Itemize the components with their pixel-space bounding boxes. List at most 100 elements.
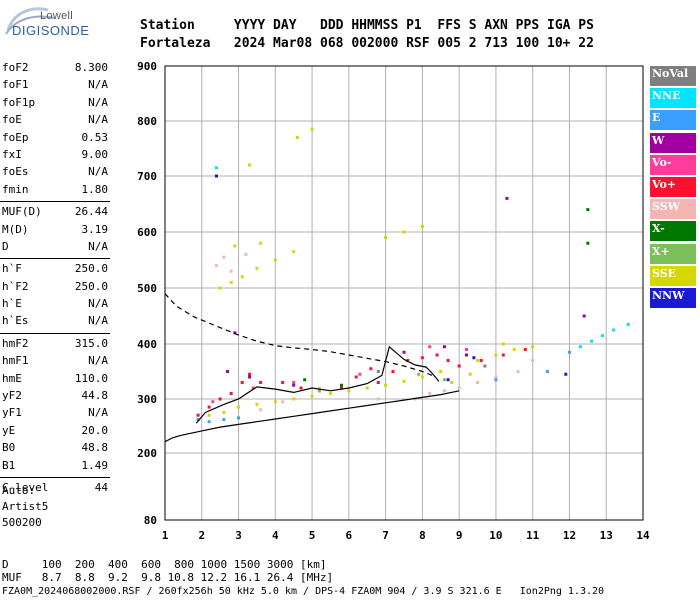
x-tick-label: 6 — [346, 529, 353, 542]
data-point — [516, 370, 520, 373]
param-row: foF1 N/A — [0, 77, 112, 94]
param-label: foF2 — [2, 61, 29, 74]
footer-distance-row: D 100 200 400 600 800 1000 1500 3000 [km… — [2, 558, 327, 571]
param-value: 9.00 — [81, 147, 109, 161]
x-tick-label: 1 — [162, 529, 169, 542]
data-point — [476, 381, 480, 384]
x-tick-label: 9 — [456, 529, 463, 542]
param-label: foE — [2, 113, 22, 127]
data-point — [465, 353, 469, 357]
x-tick-label: 4 — [272, 529, 279, 542]
x-tick-label: 14 — [636, 529, 650, 542]
data-point — [214, 174, 218, 178]
x-tick-label: 10 — [489, 529, 502, 542]
data-point — [442, 378, 446, 382]
legend-item: SSE — [650, 265, 696, 286]
legend-item: X- — [650, 221, 696, 242]
legend-item: SSW — [650, 199, 696, 220]
data-point — [586, 241, 590, 245]
footer-file-info: FZA0M_2024068002000.RSF / 260fx256h 50 k… — [2, 586, 605, 597]
param-row: hmF2 315.0 — [0, 336, 112, 353]
legend-item: NoVal — [650, 66, 696, 86]
param-label: yE — [2, 423, 16, 437]
data-point — [420, 375, 424, 379]
data-point — [468, 372, 472, 376]
y-tick-label: 700 — [137, 170, 157, 183]
chart-line-profile-base — [164, 433, 188, 443]
param-row: h`E N/A — [0, 296, 112, 313]
polarization-legend: NoVal NNE E W Vo- Vo+ SSW X- X+ SSE NNW — [650, 66, 696, 310]
data-point — [339, 386, 343, 390]
param-label: fmin — [2, 182, 29, 196]
param-row: h`Es N/A — [0, 313, 112, 330]
data-point — [402, 379, 406, 383]
data-point — [545, 370, 549, 373]
param-row: C-level 44 — [0, 480, 112, 497]
param-row: D N/A — [0, 239, 112, 256]
data-point — [229, 269, 233, 273]
param-value: N/A — [88, 113, 108, 127]
y-tick-label: 80 — [144, 514, 157, 527]
data-point — [391, 370, 395, 373]
data-point — [214, 264, 218, 268]
data-point — [626, 322, 630, 326]
data-point — [273, 258, 277, 262]
data-point — [251, 386, 255, 390]
y-tick-label: 600 — [137, 226, 157, 239]
data-point — [586, 208, 590, 212]
data-point — [501, 342, 505, 346]
data-point — [531, 345, 535, 349]
logo-digisonde: DIGISONDE — [12, 23, 90, 38]
data-point — [505, 196, 509, 200]
data-point — [317, 386, 321, 390]
param-row: hmE 110.0 — [0, 371, 112, 388]
data-point — [310, 394, 314, 398]
param-value: 3.19 — [81, 222, 109, 236]
footer-muf-row: MUF 8.7 8.8 9.2 9.8 10.8 12.2 16.1 26.4 … — [2, 571, 334, 584]
data-point — [512, 348, 516, 351]
chart-line-profile — [186, 390, 460, 435]
data-point — [428, 392, 432, 395]
param-value: 44 — [94, 480, 108, 494]
header-line-1: Station YYYY DAY DDD HHMMSS P1 FFS S AXN… — [140, 18, 594, 33]
data-point — [281, 400, 285, 404]
param-label: fxI — [2, 147, 22, 161]
data-point — [472, 356, 476, 360]
data-point — [292, 381, 296, 384]
param-value: 48.8 — [81, 441, 109, 455]
param-separator — [0, 332, 110, 334]
param-value: N/A — [88, 239, 108, 253]
data-point — [211, 400, 215, 404]
data-point — [483, 364, 487, 368]
param-label: h`F — [2, 262, 22, 276]
data-point — [590, 339, 594, 343]
data-point — [207, 420, 211, 424]
param-row: MUF(D) 26.44 — [0, 204, 112, 221]
param-row: foF1p N/A — [0, 95, 112, 112]
param-row: yF2 44.8 — [0, 388, 112, 405]
data-point — [465, 348, 469, 351]
data-point — [196, 413, 200, 417]
data-point — [501, 353, 505, 357]
param-label: foF1 — [2, 78, 29, 92]
x-tick-label: 11 — [526, 529, 540, 542]
data-point — [442, 345, 446, 349]
data-point — [233, 244, 237, 248]
param-row: foEp 0.53 — [0, 130, 112, 147]
param-row: M(D) 3.19 — [0, 222, 112, 239]
param-value: N/A — [88, 297, 108, 311]
param-value: N/A — [88, 78, 108, 92]
data-point — [428, 345, 432, 349]
param-value: 44.8 — [81, 389, 109, 403]
param-row: hmF1 N/A — [0, 353, 112, 370]
data-point — [376, 370, 380, 373]
y-tick-label: 500 — [137, 282, 157, 295]
data-point — [457, 386, 461, 390]
param-value: 110.0 — [74, 371, 108, 385]
data-point — [582, 314, 586, 318]
data-point — [207, 405, 211, 409]
chart-line-trace — [195, 345, 440, 424]
data-point — [273, 400, 277, 404]
chart-line-muf-curve — [164, 293, 434, 377]
param-label: h`F2 — [2, 279, 29, 293]
